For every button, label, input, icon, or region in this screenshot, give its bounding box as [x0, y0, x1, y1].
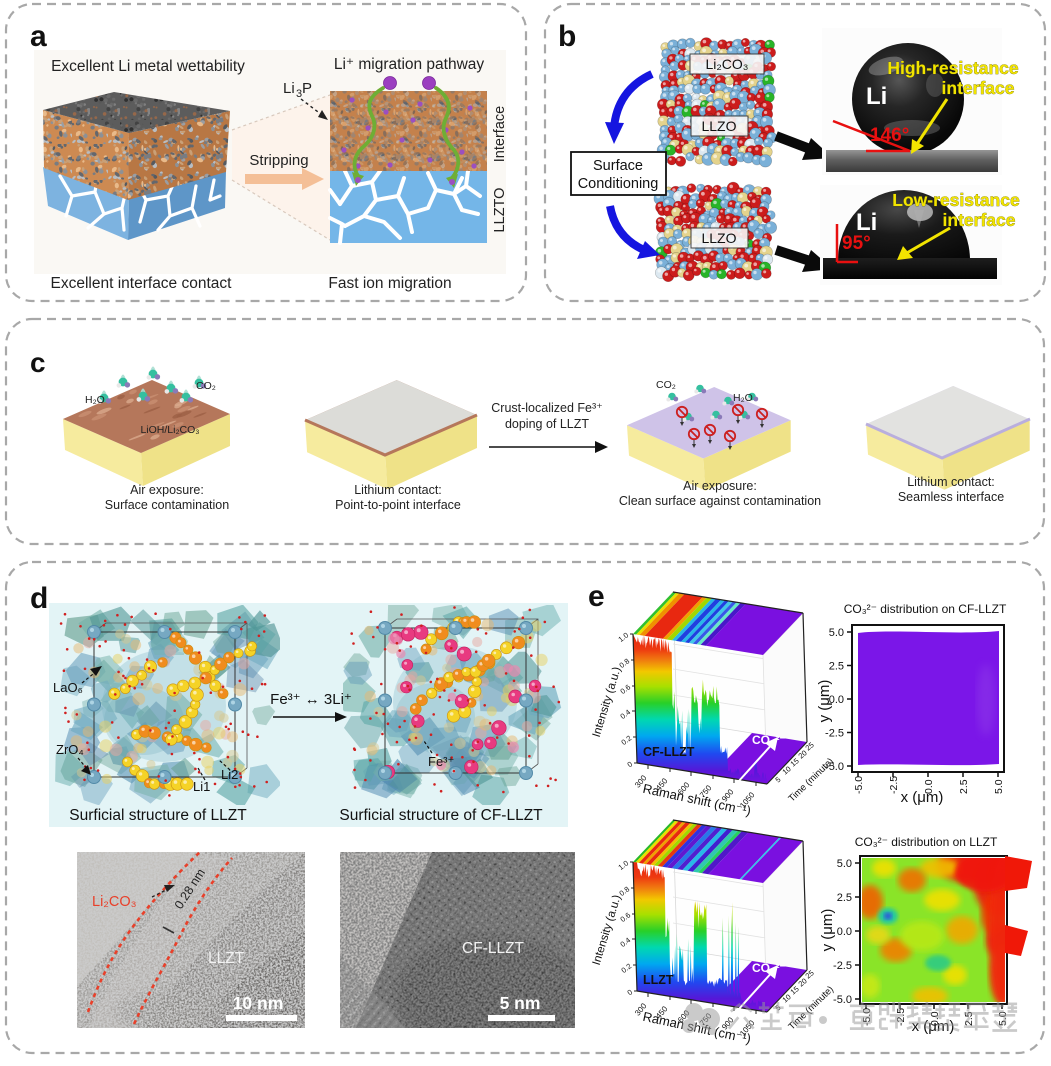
svg-text:Surface: Surface — [593, 158, 643, 174]
svg-text:-5.0: -5.0 — [853, 776, 865, 794]
svg-text:2.5: 2.5 — [958, 779, 970, 794]
svg-text:Li: Li — [283, 80, 295, 97]
svg-text:CF-LLZT: CF-LLZT — [462, 940, 525, 957]
svg-text:LiOH/Li₂CO₃: LiOH/Li₂CO₃ — [140, 424, 199, 436]
svg-text:Li₂CO₃: Li₂CO₃ — [92, 894, 137, 910]
svg-text:CO₃²⁻ distribution on LLZT: CO₃²⁻ distribution on LLZT — [855, 835, 998, 849]
svg-text:LLZO: LLZO — [701, 230, 736, 246]
svg-text:-2.5: -2.5 — [833, 960, 852, 972]
svg-text:Surface contamination: Surface contamination — [105, 498, 229, 512]
svg-text:d: d — [30, 582, 48, 615]
svg-text:H₂O: H₂O — [85, 394, 105, 406]
svg-text:0: 0 — [625, 987, 634, 997]
svg-text:Excellent interface contact: Excellent interface contact — [51, 275, 233, 292]
svg-text:CF-LLZT: CF-LLZT — [643, 745, 695, 759]
svg-text:5 nm: 5 nm — [500, 993, 541, 1013]
svg-text:Li1: Li1 — [193, 779, 210, 794]
svg-text:-5.0: -5.0 — [833, 994, 852, 1006]
svg-text:Surficial structure of CF-LLZT: Surficial structure of CF-LLZT — [339, 807, 543, 824]
svg-text:LLZT: LLZT — [208, 950, 245, 967]
svg-text:CO₃²⁻: CO₃²⁻ — [752, 961, 786, 975]
svg-text:0.0: 0.0 — [929, 1011, 941, 1026]
svg-text:CO₃²⁻: CO₃²⁻ — [752, 733, 786, 747]
svg-text:0.0: 0.0 — [837, 926, 852, 938]
svg-text:doping of LLZT: doping of LLZT — [505, 417, 589, 431]
svg-text:146°: 146° — [870, 125, 909, 146]
svg-text:95°: 95° — [842, 233, 871, 254]
svg-text:Fast ion migration: Fast ion migration — [328, 275, 451, 292]
svg-text:LaO₆: LaO₆ — [53, 680, 83, 695]
svg-text:Air exposure:: Air exposure: — [130, 483, 204, 497]
svg-text:y (μm): y (μm) — [816, 680, 833, 723]
svg-text:0.0: 0.0 — [923, 779, 935, 794]
svg-text:-5.0: -5.0 — [825, 761, 844, 773]
svg-text:LLZTO: LLZTO — [492, 188, 508, 233]
svg-text:-2.5: -2.5 — [825, 728, 844, 740]
svg-text:Seamless interface: Seamless interface — [898, 490, 1004, 504]
svg-text:0.0: 0.0 — [829, 694, 844, 706]
svg-text:c: c — [30, 347, 46, 378]
svg-text:P: P — [302, 80, 312, 97]
svg-text:Lithium contact:: Lithium contact: — [354, 483, 442, 497]
svg-text:0: 0 — [625, 759, 634, 769]
svg-text:2.5: 2.5 — [837, 892, 852, 904]
svg-text:Crust-localized Fe³⁺: Crust-localized Fe³⁺ — [491, 401, 603, 415]
svg-text:interface: interface — [943, 210, 1016, 230]
svg-text:Fe³⁺: Fe³⁺ — [428, 754, 454, 769]
svg-text:LLZT: LLZT — [643, 973, 674, 987]
svg-text:CO₂: CO₂ — [196, 380, 216, 392]
svg-text:5.0: 5.0 — [837, 858, 852, 870]
svg-text:Li2: Li2 — [221, 767, 238, 782]
svg-text:High-resistance: High-resistance — [887, 58, 1019, 78]
svg-text:5: 5 — [774, 775, 783, 785]
svg-text:CO₃²⁻ distribution on CF-LLZT: CO₃²⁻ distribution on CF-LLZT — [844, 602, 1007, 616]
svg-text:Clean surface against contamin: Clean surface against contamination — [619, 494, 821, 508]
svg-text:2.5: 2.5 — [829, 661, 844, 673]
svg-text:Lithium contact:: Lithium contact: — [907, 475, 995, 489]
svg-text:interface: interface — [942, 78, 1015, 98]
svg-text:Surficial structure of LLZT: Surficial structure of LLZT — [69, 807, 247, 824]
svg-text:Stripping: Stripping — [249, 152, 308, 169]
svg-text:3: 3 — [296, 88, 302, 100]
svg-text:CO₂: CO₂ — [656, 379, 676, 391]
svg-text:b: b — [558, 20, 576, 53]
svg-text:LLZO: LLZO — [701, 118, 736, 134]
svg-text:Interface: Interface — [492, 106, 508, 162]
svg-text:Li₂CO₃: Li₂CO₃ — [705, 56, 748, 72]
svg-text:Fe³⁺ ↔ 3Li⁺: Fe³⁺ ↔ 3Li⁺ — [270, 691, 352, 708]
svg-text:Low-resistance: Low-resistance — [892, 190, 1020, 210]
svg-text:-2.5: -2.5 — [888, 776, 900, 794]
svg-text:y (μm): y (μm) — [819, 909, 836, 952]
svg-text:Li: Li — [856, 209, 877, 236]
svg-text:ZrO₄: ZrO₄ — [56, 742, 84, 757]
svg-text:Conditioning: Conditioning — [578, 176, 659, 192]
svg-text:x (μm): x (μm) — [901, 789, 944, 806]
svg-text:Air exposure:: Air exposure: — [683, 479, 757, 493]
svg-text:Li⁺ migration pathway: Li⁺ migration pathway — [334, 56, 485, 73]
svg-text:e: e — [588, 580, 605, 613]
svg-text:Point-to-point interface: Point-to-point interface — [335, 498, 461, 512]
svg-text:H₂O: H₂O — [733, 392, 753, 404]
svg-text:a: a — [30, 20, 47, 53]
svg-text:5.0: 5.0 — [829, 627, 844, 639]
svg-text:5.0: 5.0 — [993, 779, 1005, 794]
svg-text:Li: Li — [866, 83, 887, 110]
svg-text:10 nm: 10 nm — [233, 993, 284, 1013]
svg-text:Excellent Li metal wettability: Excellent Li metal wettability — [51, 58, 245, 75]
